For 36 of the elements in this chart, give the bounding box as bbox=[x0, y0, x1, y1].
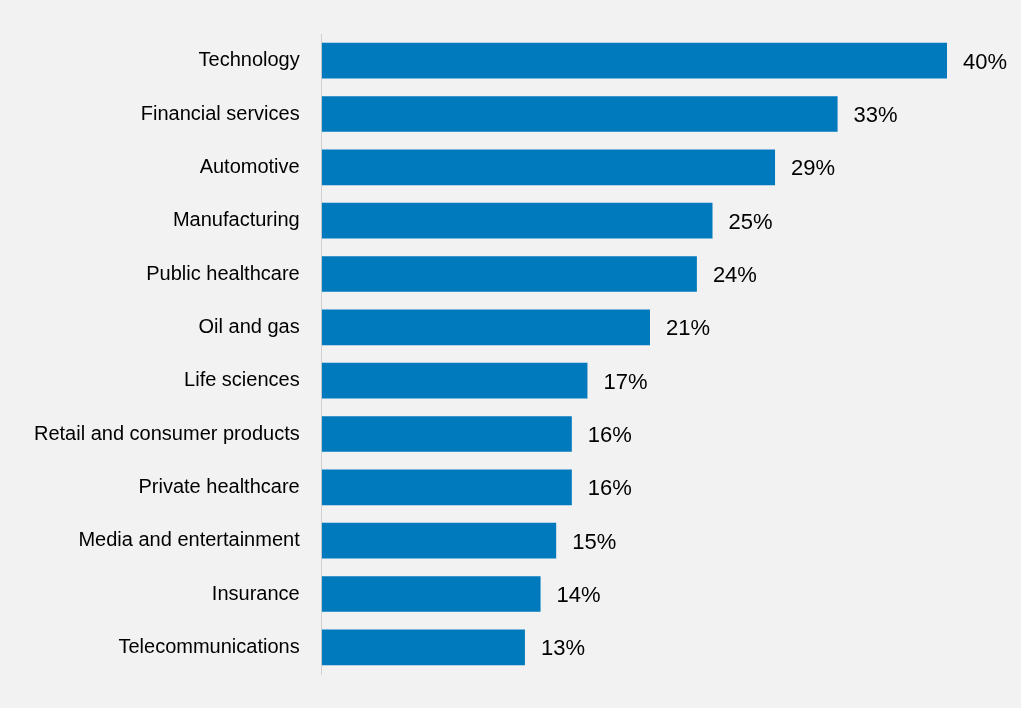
y-tick-label: Insurance bbox=[211, 581, 300, 604]
data-label: 13% bbox=[540, 635, 585, 661]
data-label: 16% bbox=[587, 422, 632, 448]
y-tick-label: Manufacturing bbox=[172, 208, 300, 231]
y-tick-label: Oil and gas bbox=[198, 314, 300, 337]
y-tick-label: Public healthcare bbox=[146, 261, 300, 284]
y-tick-label: Private healthcare bbox=[138, 474, 300, 497]
bar bbox=[321, 149, 776, 186]
bar bbox=[321, 469, 572, 506]
y-tick-label: Life sciences bbox=[184, 368, 300, 391]
data-label: 25% bbox=[728, 208, 773, 234]
data-label: 14% bbox=[556, 582, 601, 608]
bar bbox=[321, 202, 713, 239]
bar bbox=[321, 522, 557, 559]
y-tick-label: Automotive bbox=[199, 154, 300, 177]
bar bbox=[321, 416, 572, 452]
bar bbox=[321, 256, 697, 292]
bar bbox=[321, 309, 650, 346]
y-tick-label: Technology bbox=[198, 48, 300, 71]
bar bbox=[321, 629, 525, 666]
data-label: 40% bbox=[963, 48, 1008, 74]
bar bbox=[321, 96, 838, 132]
data-label: 33% bbox=[853, 102, 898, 128]
y-tick-label: Retail and consumer products bbox=[33, 421, 300, 444]
y-tick-label: Telecommunications bbox=[118, 634, 300, 657]
data-label: 29% bbox=[791, 155, 836, 181]
data-label: 16% bbox=[587, 475, 632, 501]
y-tick-label: Financial services bbox=[140, 101, 300, 124]
y-tick-label: Media and entertainment bbox=[78, 528, 301, 551]
bar bbox=[321, 42, 947, 79]
data-label: 15% bbox=[572, 528, 617, 554]
data-label: 21% bbox=[665, 315, 711, 341]
bar bbox=[321, 362, 588, 399]
data-label: 17% bbox=[603, 368, 648, 394]
data-label: 24% bbox=[712, 262, 757, 288]
bar bbox=[321, 576, 541, 612]
